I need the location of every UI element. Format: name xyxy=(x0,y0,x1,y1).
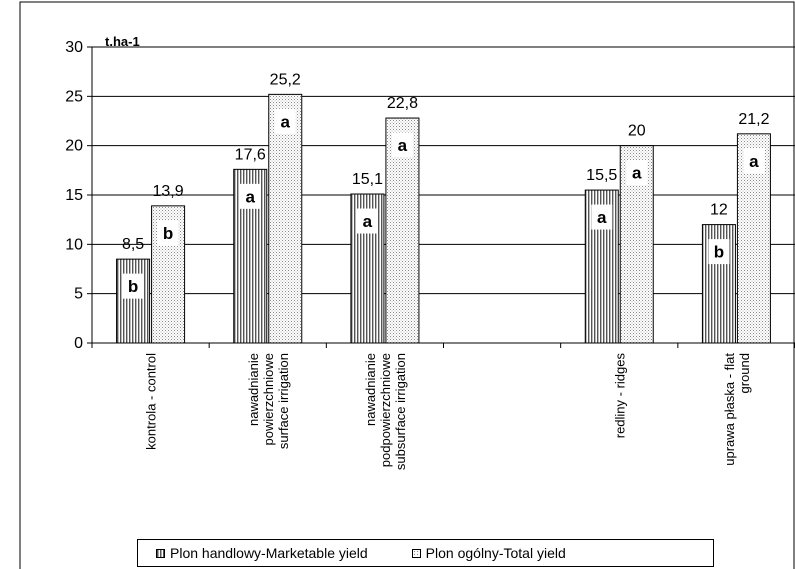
letter-box xyxy=(626,160,648,186)
y-tick-label: 5 xyxy=(74,286,83,303)
significance-letter: a xyxy=(246,187,256,206)
bar xyxy=(619,145,654,344)
x-tick-label-line: uprawa płaska - flat xyxy=(722,353,737,466)
legend-swatch-vertical-lines xyxy=(156,548,165,558)
data-label: 13,9 xyxy=(153,183,184,200)
data-label: 15,5 xyxy=(586,167,617,184)
x-tick-label-line: ground xyxy=(737,353,752,393)
legend: Plon handlowy-Marketable yield Plon ogól… xyxy=(137,539,714,567)
x-tick-label-line: nawadnianie xyxy=(363,353,378,426)
y-tick-label: 10 xyxy=(65,236,83,253)
y-axis-label: t.ha-1 xyxy=(105,34,140,49)
legend-label-total: Plon ogólny-Total yield xyxy=(425,545,566,561)
significance-letter: b xyxy=(163,224,173,243)
x-tick-label: nawadnianie podpowierzchniowe subsurface i… xyxy=(363,353,408,470)
letter-box xyxy=(157,220,179,246)
legend-item-total: Plon ogólny-Total yield xyxy=(411,545,566,561)
letter-box xyxy=(239,183,261,209)
data-label: 25,2 xyxy=(270,71,301,88)
significance-letter: a xyxy=(363,212,373,231)
significance-letter: a xyxy=(597,208,607,227)
letter-box xyxy=(708,239,730,265)
data-label: 22,8 xyxy=(387,95,418,112)
bar xyxy=(116,258,151,344)
x-tick-label-line: powierzchniowe xyxy=(261,353,276,446)
letter-box xyxy=(356,208,378,234)
significance-letter: a xyxy=(281,112,291,131)
significance-letter: a xyxy=(398,136,408,155)
letter-box xyxy=(743,148,765,174)
y-tick-label: 30 xyxy=(65,39,83,56)
significance-letter: a xyxy=(749,152,759,171)
bar xyxy=(701,224,736,344)
x-tick-label: redliny - ridges xyxy=(612,353,627,439)
y-tick-label: 25 xyxy=(65,88,83,105)
bar xyxy=(268,93,303,344)
data-label: 8,5 xyxy=(122,236,144,253)
letter-box xyxy=(391,132,413,158)
significance-letter: a xyxy=(632,164,642,183)
letter-box xyxy=(122,273,144,299)
x-tick-label-line: nawadnianie xyxy=(246,353,261,426)
y-tick-label: 20 xyxy=(65,138,83,155)
x-tick-label: kontrola - control xyxy=(144,353,159,450)
x-tick-label: uprawa płaska - flat ground xyxy=(722,353,752,466)
x-tick-label-line: subsurface irrigation xyxy=(393,353,408,470)
data-label: 12 xyxy=(710,202,728,219)
x-tick-label-line: podpowierzchniowe xyxy=(378,353,393,467)
data-label: 20 xyxy=(628,123,646,140)
data-label: 17,6 xyxy=(235,146,266,163)
legend-label-marketable: Plon handlowy-Marketable yield xyxy=(170,545,368,561)
significance-letter: b xyxy=(128,277,138,296)
letter-box xyxy=(274,108,296,134)
data-label: 21,2 xyxy=(738,111,769,128)
y-tick-label: 0 xyxy=(74,335,83,352)
x-tick-label: nawadnianie powierzchniowe surface irrigat… xyxy=(246,353,291,449)
y-tick-label: 15 xyxy=(65,187,83,204)
legend-swatch-dots xyxy=(411,548,421,558)
letter-box xyxy=(591,204,613,230)
legend-item-marketable: Plon handlowy-Marketable yield xyxy=(156,545,368,561)
x-tick-label-line: kontrola - control xyxy=(144,353,159,450)
chart-border xyxy=(19,1,795,569)
significance-letter: b xyxy=(714,243,724,262)
x-tick-label-line: redliny - ridges xyxy=(612,353,627,439)
x-tick-label-line: surface irrigation xyxy=(276,353,291,449)
data-label: 15,1 xyxy=(352,171,383,188)
